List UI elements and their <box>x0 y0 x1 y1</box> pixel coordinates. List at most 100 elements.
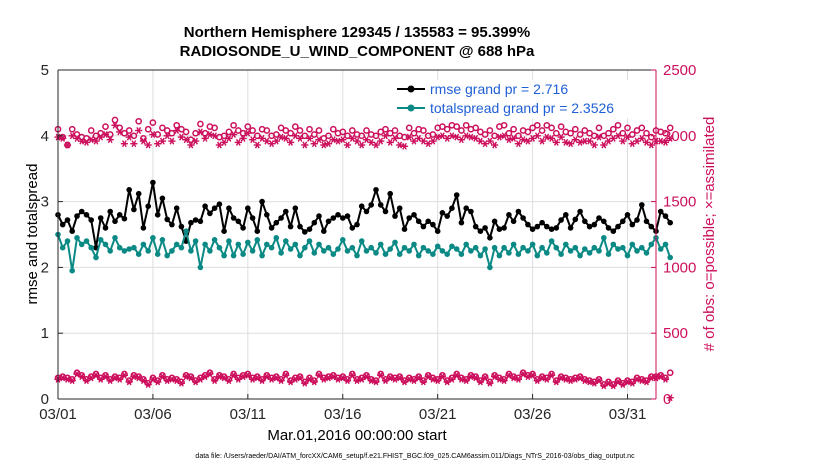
totalspread-point <box>401 244 408 251</box>
totalspread-point <box>487 264 493 271</box>
totalspread-point <box>249 248 256 254</box>
obs-assimilated-point <box>585 378 594 386</box>
obs-assimilated-point <box>642 378 651 386</box>
obs-assimilated-point <box>623 133 632 141</box>
star-stroke <box>416 374 422 382</box>
totalspread-point <box>605 251 612 257</box>
obs-possible-point <box>125 127 133 134</box>
obs-possible-point <box>358 132 366 140</box>
star-stroke <box>121 371 127 379</box>
rmse-point <box>311 219 318 226</box>
star-stroke <box>340 374 346 382</box>
obs-assimilated-point <box>68 132 76 140</box>
footnote-datafile: data file: /Users/raeder/DAI/ATM_forcXX/… <box>195 453 635 460</box>
star-stroke <box>496 375 502 383</box>
obs-assimilated-point <box>666 394 674 402</box>
obs-assimilated-point <box>168 375 176 383</box>
totalspread-point <box>610 241 617 248</box>
star-stroke <box>425 373 431 381</box>
obs-possible-point <box>619 129 627 137</box>
obs-assimilated-point <box>215 373 223 381</box>
totalspread-point <box>83 238 90 244</box>
rmse-point <box>254 228 261 234</box>
obs-possible-point <box>567 129 574 137</box>
star-stroke <box>145 141 151 149</box>
obs-possible-point <box>192 129 199 137</box>
star-stroke <box>458 375 464 383</box>
star-stroke <box>658 373 664 381</box>
obs-assimilated-point <box>324 374 333 382</box>
totalspread-point <box>624 252 631 259</box>
obs-assimilated-point <box>381 132 390 140</box>
chart-title-line2: RADIOSONDE_U_WIND_COMPONENT @ 688 hPa <box>180 43 535 60</box>
totalspread-point <box>116 244 123 251</box>
star-stroke <box>387 138 393 146</box>
y-right-tick-label: 1000 <box>663 259 696 276</box>
totalspread-point <box>420 244 427 251</box>
obs-assimilated-point <box>92 371 100 379</box>
rmse-point <box>292 205 299 211</box>
rmse-point <box>639 202 645 208</box>
rmse-point <box>88 217 94 223</box>
star-stroke <box>420 378 426 386</box>
totalspread-point <box>415 252 422 259</box>
rmse-point <box>601 218 607 225</box>
rmse-point <box>150 179 156 186</box>
obs-assimilated-point <box>362 373 371 381</box>
obs-assimilated-point <box>595 377 603 385</box>
rmse-point <box>439 210 446 216</box>
star-stroke <box>492 141 498 149</box>
obs-assimilated-point <box>396 141 404 149</box>
obs-assimilated-point <box>628 379 636 387</box>
obs-assimilated-point <box>614 132 622 140</box>
obs-assimilated-point <box>462 132 470 140</box>
obs-assimilated-point <box>92 137 100 145</box>
totalspread-point <box>216 244 223 251</box>
obs-possible-point <box>571 125 579 133</box>
obs-assimilated-point <box>106 136 114 144</box>
star-stroke <box>330 373 336 381</box>
y-right-tick-label: 1500 <box>663 194 696 211</box>
star-stroke <box>150 131 156 138</box>
totalspread-point <box>245 239 251 246</box>
obs-assimilated-point <box>661 138 670 146</box>
rmse-point <box>226 205 232 211</box>
star-stroke <box>307 375 312 383</box>
rmse-point <box>544 223 550 230</box>
rmse-point <box>396 205 403 211</box>
rmse-point <box>302 229 308 235</box>
star-stroke <box>264 373 270 381</box>
star-stroke <box>487 137 493 145</box>
y-right-tick-label: 0 <box>663 391 671 408</box>
star-stroke <box>577 138 583 146</box>
star-stroke <box>520 370 526 378</box>
star-stroke <box>364 136 369 144</box>
obs-assimilated-point <box>116 375 124 383</box>
obs-assimilated-point <box>253 141 261 149</box>
obs-assimilated-point <box>429 137 437 145</box>
y-left-tick-label: 0 <box>41 391 49 408</box>
obs-assimilated-point <box>538 137 546 145</box>
totalspread-point <box>577 252 583 259</box>
totalspread-point <box>434 243 441 250</box>
star-stroke <box>74 370 80 378</box>
star-stroke <box>354 137 360 145</box>
obs-assimilated-point <box>619 137 627 145</box>
obs-possible-point <box>348 127 356 134</box>
obs-possible-point <box>505 129 513 137</box>
star-stroke <box>283 371 289 379</box>
rmse-point <box>425 218 432 225</box>
obs-assimilated-point <box>163 132 171 140</box>
star-stroke <box>235 375 241 383</box>
totalspread-point <box>64 238 71 244</box>
rmse-point <box>529 226 536 232</box>
obs-possible-point <box>230 121 237 129</box>
star-stroke <box>254 374 260 382</box>
obs-assimilated-point <box>192 137 200 145</box>
totalspread-point <box>406 248 413 254</box>
obs-assimilated-point <box>120 140 129 148</box>
rmse-point <box>135 190 142 197</box>
obs-assimilated-point <box>633 375 641 383</box>
obs-possible-point <box>339 128 347 136</box>
rmse-point <box>245 205 251 211</box>
